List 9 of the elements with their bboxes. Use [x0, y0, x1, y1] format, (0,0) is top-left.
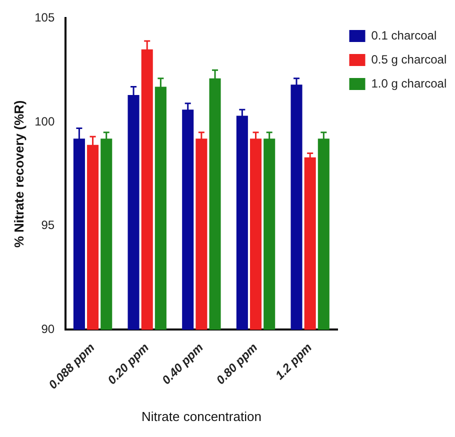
legend-label: 1.0 g charcoal [371, 76, 447, 90]
x-axis-title: Nitrate concentration [141, 408, 262, 424]
y-tick-label: 105 [34, 10, 55, 25]
y-tick-label: 100 [34, 114, 55, 128]
legend-label: 0.1 charcoal [371, 28, 437, 42]
legend-label: 0.5 g charcoal [371, 52, 447, 66]
y-axis-title: % Nitrate recovery (%R) [11, 100, 26, 248]
y-tick-label: 95 [41, 218, 55, 232]
y-tick-label: 90 [41, 322, 55, 336]
